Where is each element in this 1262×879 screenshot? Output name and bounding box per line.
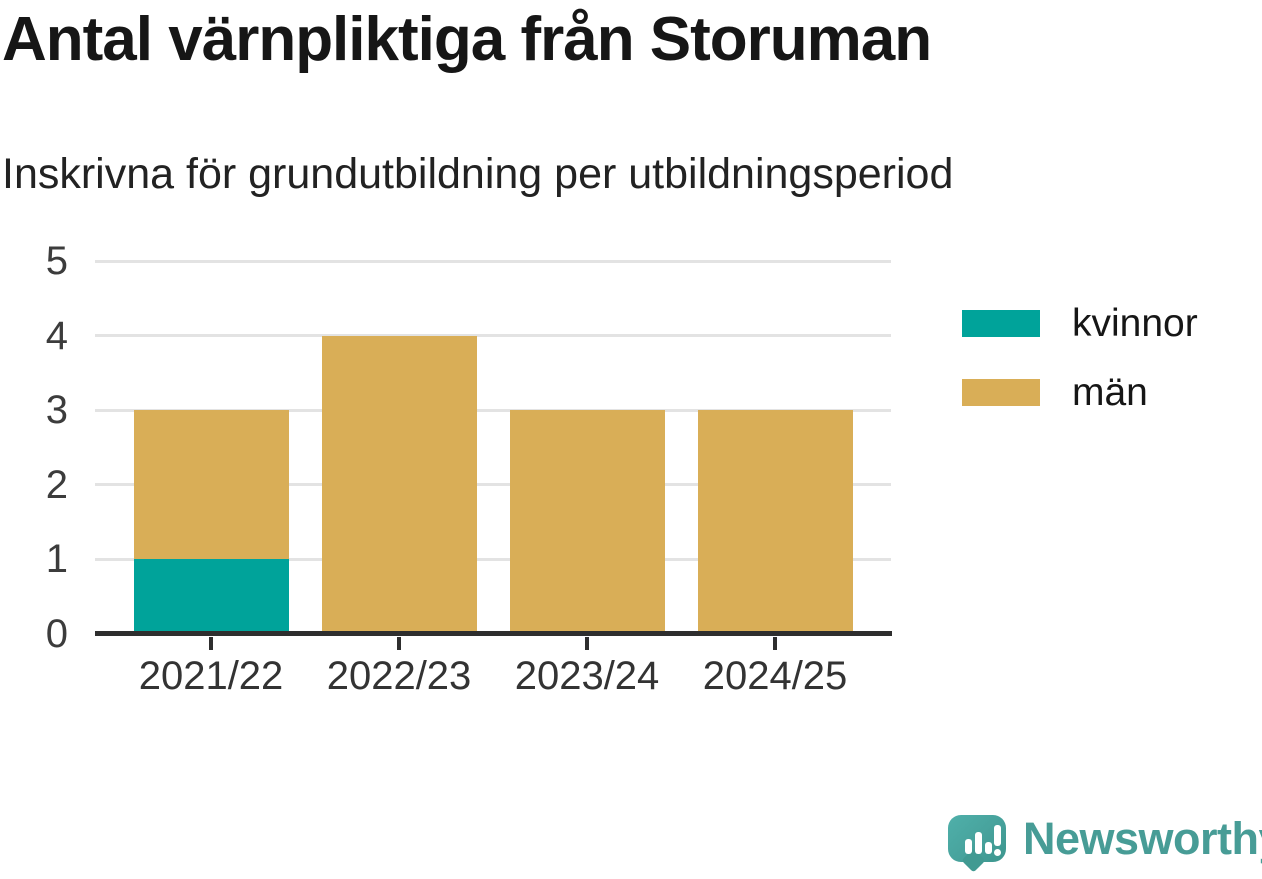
legend-swatch-kvinnor — [962, 310, 1040, 337]
x-tick-2024-25 — [773, 637, 777, 650]
logo-chart-bar-icon — [985, 842, 992, 854]
legend: kvinnor män — [962, 304, 1198, 412]
newsworthy-logo-text: Newsworthy — [1023, 813, 1262, 864]
bar-2024-25-män — [697, 410, 853, 634]
legend-swatch-män — [962, 379, 1040, 406]
y-tick-label-4: 4 — [45, 313, 68, 358]
y-tick-label-5: 5 — [45, 239, 68, 283]
y-tick-label-1: 1 — [45, 537, 68, 582]
bar-2021-22-män — [133, 410, 289, 560]
y-axis: 0 1 2 3 4 5 — [0, 241, 68, 654]
logo-exclamation-dot-icon — [994, 849, 1001, 856]
gridline-y-4 — [95, 334, 891, 338]
x-axis-line — [95, 631, 892, 636]
x-tick-label-2022-23: 2022/23 — [326, 654, 472, 698]
bar-2022-23-män — [321, 335, 477, 634]
newsworthy-logo-icon — [948, 815, 1006, 862]
x-tick-2022-23 — [397, 637, 401, 650]
logo-chart-bar-icon — [975, 832, 982, 854]
gridline-y-3 — [95, 408, 891, 412]
x-tick-label-2024-25: 2024/25 — [702, 654, 848, 698]
legend-item-kvinnor: kvinnor — [962, 304, 1198, 343]
x-tick-label-2021-22: 2021/22 — [138, 654, 284, 698]
legend-label: män — [1072, 371, 1148, 414]
gridline-y-5 — [95, 259, 891, 263]
chart-title: Antal värnpliktiga från Storuman — [2, 5, 932, 74]
newsworthy-logo: Newsworthy — [948, 815, 1262, 862]
legend-item-män: män — [962, 373, 1198, 412]
y-tick-label-2: 2 — [45, 462, 68, 507]
x-tick-2021-22 — [209, 637, 213, 650]
gridline-y-2 — [95, 483, 891, 487]
gridline-y-1 — [95, 557, 891, 561]
logo-exclamation-icon — [994, 825, 1001, 846]
logo-chart-bar-icon — [965, 839, 972, 854]
y-tick-label-0: 0 — [45, 612, 68, 656]
bar-2021-22-kvinnor — [133, 559, 289, 634]
plot-area: 2021/22 2022/23 2023/24 2024/25 — [95, 259, 892, 696]
x-tick-2023-24 — [585, 637, 589, 650]
legend-label: kvinnor — [1072, 302, 1198, 345]
bar-2023-24-män — [509, 410, 665, 634]
x-tick-label-2023-24: 2023/24 — [514, 654, 660, 698]
y-tick-label-3: 3 — [45, 388, 68, 433]
chart-subtitle: Inskrivna för grundutbildning per utbild… — [2, 150, 954, 198]
